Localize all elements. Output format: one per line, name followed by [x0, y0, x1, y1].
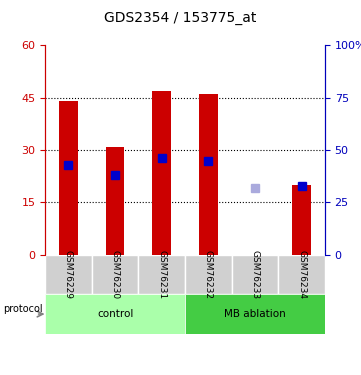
Text: GSM76229: GSM76229	[64, 250, 73, 299]
FancyBboxPatch shape	[45, 294, 185, 334]
Bar	[199, 94, 218, 255]
Text: control: control	[97, 309, 133, 319]
FancyBboxPatch shape	[278, 255, 325, 294]
FancyBboxPatch shape	[45, 255, 92, 294]
Text: GSM76233: GSM76233	[251, 250, 260, 299]
Bar	[59, 101, 78, 255]
Text: protocol: protocol	[4, 304, 43, 314]
Bar	[152, 90, 171, 255]
Text: GDS2354 / 153775_at: GDS2354 / 153775_at	[104, 11, 257, 25]
FancyBboxPatch shape	[92, 255, 138, 294]
FancyBboxPatch shape	[185, 255, 232, 294]
Text: GSM76232: GSM76232	[204, 250, 213, 299]
Bar	[292, 185, 311, 255]
FancyBboxPatch shape	[138, 255, 185, 294]
FancyBboxPatch shape	[232, 255, 278, 294]
FancyBboxPatch shape	[185, 294, 325, 334]
Text: GSM76230: GSM76230	[110, 250, 119, 299]
Text: GSM76234: GSM76234	[297, 250, 306, 299]
Text: MB ablation: MB ablation	[224, 309, 286, 319]
Bar	[106, 147, 125, 255]
Text: GSM76231: GSM76231	[157, 250, 166, 299]
